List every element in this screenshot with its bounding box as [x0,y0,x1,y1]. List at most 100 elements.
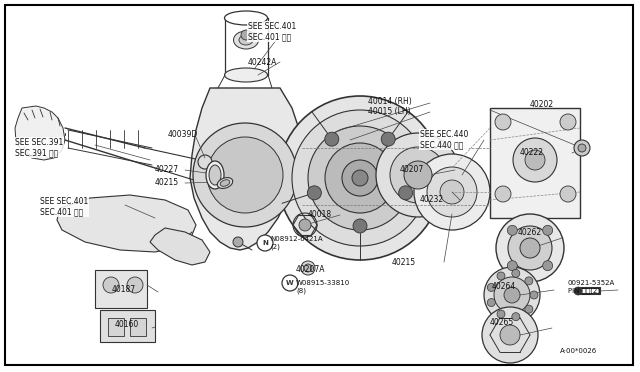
Circle shape [404,161,432,189]
Circle shape [508,225,517,235]
Text: 00921-5352A
PIN ピン(2): 00921-5352A PIN ピン(2) [568,280,615,294]
Text: 40014 (RH)
40015 (LH): 40014 (RH) 40015 (LH) [368,97,412,116]
Circle shape [512,312,520,321]
Text: 40242A: 40242A [248,58,277,67]
Text: 40262: 40262 [518,228,542,237]
Ellipse shape [206,161,224,189]
Text: 40039D: 40039D [168,130,198,139]
Circle shape [484,267,540,323]
Circle shape [440,180,464,204]
Circle shape [299,219,311,231]
Text: A·00*0026: A·00*0026 [560,348,597,354]
Text: 40222: 40222 [520,148,544,157]
Circle shape [530,291,538,299]
Circle shape [399,186,413,200]
Text: 40187: 40187 [112,285,136,294]
Circle shape [560,186,576,202]
Circle shape [560,114,576,130]
Polygon shape [150,228,210,265]
Circle shape [496,214,564,282]
Circle shape [525,305,533,313]
Circle shape [487,283,495,292]
Circle shape [508,226,552,270]
Circle shape [376,133,460,217]
Text: 40207A: 40207A [296,265,326,274]
Circle shape [525,150,545,170]
Circle shape [543,225,553,235]
Text: 40160: 40160 [115,320,140,329]
Circle shape [494,277,530,313]
Circle shape [257,235,273,251]
Circle shape [508,261,517,271]
Text: 40215: 40215 [155,178,179,187]
Circle shape [307,186,321,200]
Text: 40232: 40232 [420,195,444,204]
Circle shape [103,277,119,293]
Circle shape [427,167,477,217]
Ellipse shape [239,35,253,45]
Circle shape [292,110,428,246]
Circle shape [504,287,520,303]
Circle shape [207,137,283,213]
Ellipse shape [304,264,312,272]
Circle shape [482,307,538,363]
Bar [108,318,124,336]
Circle shape [390,147,446,203]
Text: N08912-6421A
(2): N08912-6421A (2) [270,236,323,250]
Circle shape [495,114,511,130]
Circle shape [233,237,243,247]
Bar [95,270,147,308]
Ellipse shape [301,261,315,275]
Bar [100,310,155,342]
Circle shape [353,219,367,233]
Text: 40202: 40202 [530,100,554,109]
Text: SEE SEC.401
SEC.401 参照: SEE SEC.401 SEC.401 参照 [248,22,296,41]
Circle shape [495,186,511,202]
Circle shape [342,160,378,196]
Ellipse shape [209,165,221,185]
Circle shape [525,277,533,285]
Polygon shape [190,88,302,250]
Circle shape [497,272,505,280]
Circle shape [282,275,298,291]
Circle shape [578,144,586,152]
Text: W08915-33810
(8): W08915-33810 (8) [296,280,350,294]
Circle shape [198,155,212,169]
Circle shape [500,325,520,345]
Ellipse shape [218,177,233,189]
Ellipse shape [234,31,259,49]
Ellipse shape [225,11,268,25]
Polygon shape [57,195,196,252]
Bar [130,318,146,336]
Circle shape [324,132,339,146]
Text: SEE SEC.391
SEC.391 参照: SEE SEC.391 SEC.391 参照 [15,138,63,157]
Text: SEE SEC.401
SEC.401 参照: SEE SEC.401 SEC.401 参照 [40,197,88,217]
Circle shape [241,30,251,40]
Circle shape [520,238,540,258]
Circle shape [513,138,557,182]
Text: 40264: 40264 [492,282,516,291]
Text: 40215: 40215 [392,258,416,267]
Ellipse shape [225,68,268,82]
Circle shape [278,96,442,260]
Circle shape [127,277,143,293]
Bar [490,108,580,218]
Text: 40265: 40265 [490,318,515,327]
Text: W: W [286,280,294,286]
Circle shape [193,123,297,227]
Circle shape [543,261,553,271]
Text: 40227: 40227 [155,165,179,174]
Circle shape [487,298,495,307]
Circle shape [352,170,368,186]
Text: SEE SEC.440
SEC.440 参照: SEE SEC.440 SEC.440 参照 [420,130,468,150]
Circle shape [512,269,520,278]
Circle shape [497,310,505,318]
Text: N: N [262,240,268,246]
Text: 40018: 40018 [308,210,332,219]
Polygon shape [15,106,65,160]
Circle shape [574,287,582,295]
Text: 40207: 40207 [400,165,424,174]
Ellipse shape [220,180,230,186]
Circle shape [574,140,590,156]
Circle shape [308,126,412,230]
